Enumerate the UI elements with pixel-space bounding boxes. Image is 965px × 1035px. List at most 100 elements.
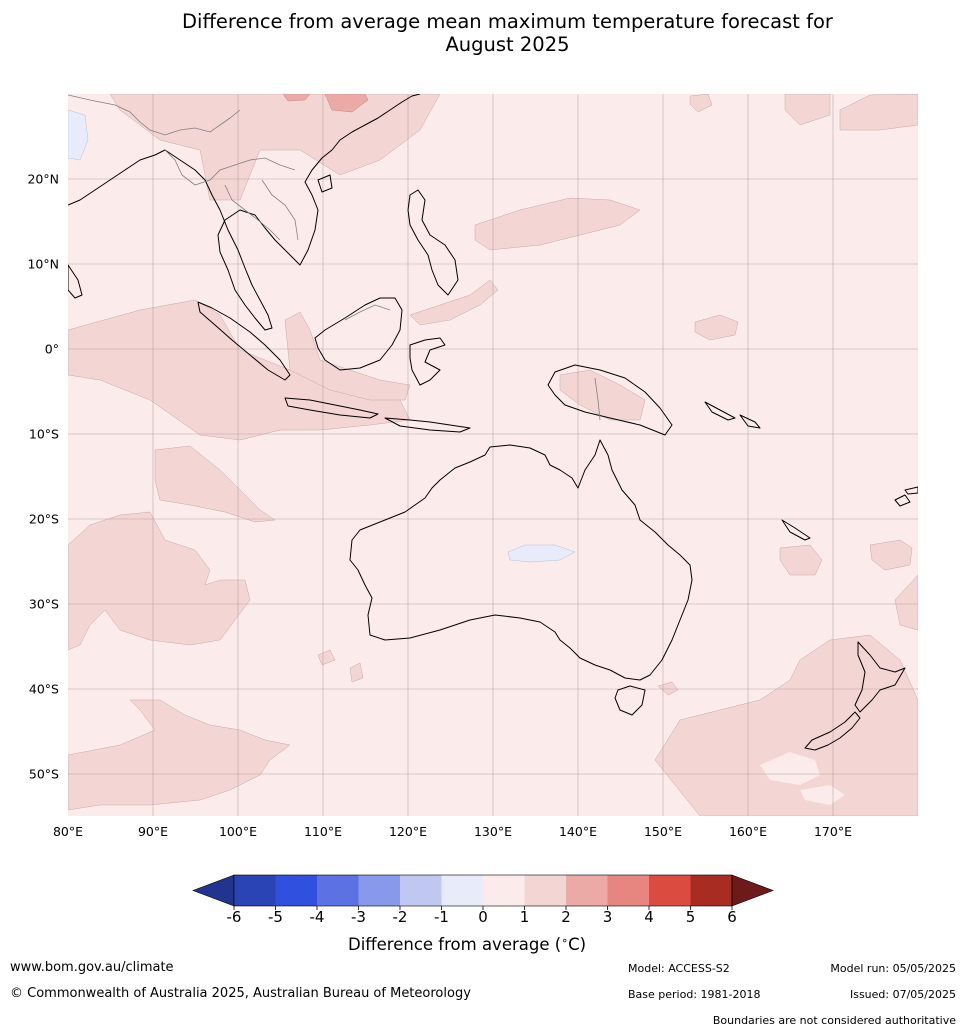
country-borders bbox=[68, 94, 601, 421]
border-thailand bbox=[224, 184, 281, 241]
colorbar-tick-label: 5 bbox=[686, 908, 696, 926]
footer-boundaries: Boundaries are not considered authoritat… bbox=[712, 1014, 956, 1027]
colorbar-tick-label: -2 bbox=[393, 908, 408, 926]
region-pacific-small bbox=[694, 314, 739, 341]
footer-model-run: Model run: 05/05/2025 bbox=[830, 962, 956, 975]
new-caledonia-outline bbox=[781, 519, 811, 541]
lon-tick-label: 140°E bbox=[559, 824, 597, 839]
footer-website[interactable]: www.bom.gov.au/climate bbox=[10, 960, 174, 975]
footer-issued: Issued: 07/05/2025 bbox=[849, 988, 956, 1001]
colorbar-segment bbox=[234, 875, 276, 906]
colorbar-segment bbox=[690, 875, 732, 906]
colorbar-title: Difference from average (∘C) bbox=[348, 934, 586, 954]
lon-tick-label: 80°E bbox=[53, 824, 83, 839]
lon-tick-label: 170°E bbox=[814, 824, 852, 839]
region-pacific-n-small bbox=[689, 94, 713, 113]
region-pacific-ne bbox=[839, 94, 918, 131]
colorbar-tick-label: 0 bbox=[478, 908, 488, 926]
colorbar-segment bbox=[607, 875, 649, 906]
colorbar-tick-label: -5 bbox=[268, 908, 283, 926]
anomaly-shading bbox=[68, 94, 918, 816]
lat-tick-label: 50°S bbox=[29, 767, 59, 782]
colorbar-arrow-low bbox=[192, 874, 235, 907]
footer-base-period: Base period: 1981-2018 bbox=[628, 988, 761, 1001]
region-new-guinea bbox=[559, 369, 646, 421]
region-himalaya-cool bbox=[68, 109, 89, 161]
new-guinea-outline bbox=[547, 364, 673, 436]
region-borneo-east bbox=[409, 279, 499, 326]
lon-tick-label: 110°E bbox=[304, 824, 342, 839]
region-china-warm-2 bbox=[282, 94, 311, 102]
colorbar-tick-label: -6 bbox=[227, 908, 242, 926]
solomon-2 bbox=[739, 414, 761, 429]
region-china-warm bbox=[324, 94, 369, 113]
colorbar-tick-label: 1 bbox=[520, 908, 530, 926]
latitude-labels: 20°N 10°N 0° 10°S 20°S 30°S 40°S 50°S bbox=[27, 172, 59, 782]
nz-north-outline bbox=[854, 641, 906, 713]
lat-tick-label: 0° bbox=[45, 342, 59, 357]
region-sio-3 bbox=[68, 699, 291, 811]
colorbar-tick-label: 4 bbox=[644, 908, 654, 926]
border-borneo bbox=[344, 304, 391, 321]
coastlines bbox=[68, 94, 918, 751]
lon-tick-label: 100°E bbox=[219, 824, 257, 839]
region-pacific-se-2 bbox=[779, 544, 823, 576]
region-tasman-hole bbox=[760, 752, 820, 785]
region-sio-2 bbox=[68, 511, 251, 651]
chart-title: Difference from average mean maximum tem… bbox=[0, 10, 965, 56]
sumatra-outline bbox=[197, 301, 291, 381]
lon-tick-label: 160°E bbox=[729, 824, 767, 839]
region-asia-north bbox=[109, 94, 441, 201]
borneo-outline bbox=[314, 297, 403, 371]
sunda-outline bbox=[384, 417, 471, 433]
solomon-1 bbox=[704, 401, 736, 421]
colorbar-segment bbox=[441, 875, 483, 906]
java-outline bbox=[284, 397, 379, 419]
colorbar-segment bbox=[358, 875, 400, 906]
australia-outline bbox=[349, 439, 693, 681]
asia-coastline bbox=[68, 94, 421, 331]
colorbar-tick-label: -4 bbox=[310, 908, 325, 926]
longitude-labels: 80°E 90°E 100°E 110°E 120°E 130°E 140°E 150°E 16… bbox=[53, 824, 852, 839]
region-pacific-se-1 bbox=[869, 539, 913, 571]
lat-tick-label: 20°N bbox=[27, 172, 59, 187]
border-png bbox=[594, 377, 601, 421]
lat-tick-label: 40°S bbox=[29, 682, 59, 697]
border-laos bbox=[261, 179, 299, 241]
philippines-outline bbox=[407, 189, 459, 296]
border-himalaya bbox=[68, 94, 241, 136]
lat-tick-label: 10°N bbox=[27, 257, 59, 272]
lon-tick-label: 130°E bbox=[474, 824, 512, 839]
lat-tick-label: 30°S bbox=[29, 597, 59, 612]
hainan-outline bbox=[317, 174, 333, 193]
fiji-outline-2 bbox=[904, 486, 918, 495]
colorbar-segment bbox=[400, 875, 442, 906]
lon-tick-label: 150°E bbox=[644, 824, 682, 839]
footer-model: Model: ACCESS-S2 bbox=[628, 962, 730, 975]
gridlines bbox=[68, 94, 918, 816]
region-sio-small bbox=[317, 649, 336, 666]
nz-south-outline bbox=[804, 711, 861, 751]
lat-tick-label: 10°S bbox=[29, 427, 59, 442]
region-pacific-n bbox=[784, 94, 831, 126]
colorbar: -6 -5 -4 -3 -2 -1 0 1 2 3 4 5 6 bbox=[192, 874, 774, 926]
footer-copyright: © Commonwealth of Australia 2025, Austra… bbox=[10, 986, 471, 1001]
region-tasman-hole-2 bbox=[800, 785, 845, 805]
region-pacific-se-3 bbox=[894, 574, 918, 631]
colorbar-segment bbox=[483, 875, 525, 906]
colorbar-tick-label: -1 bbox=[434, 908, 449, 926]
colorbar-tick-label: -3 bbox=[351, 908, 366, 926]
title-line-2: August 2025 bbox=[445, 33, 570, 56]
region-maritime bbox=[284, 311, 411, 401]
border-myanmar bbox=[164, 149, 296, 186]
india-tip-outline bbox=[68, 264, 83, 299]
colorbar-tick-label: 2 bbox=[561, 908, 571, 926]
lat-tick-label: 20°S bbox=[29, 512, 59, 527]
lon-tick-label: 90°E bbox=[138, 824, 168, 839]
fiji-outline bbox=[894, 494, 911, 507]
region-sio-small-2 bbox=[349, 662, 364, 683]
colorbar-segment bbox=[566, 875, 608, 906]
colorbar-segment bbox=[524, 875, 566, 906]
colorbar-segment bbox=[649, 875, 691, 906]
